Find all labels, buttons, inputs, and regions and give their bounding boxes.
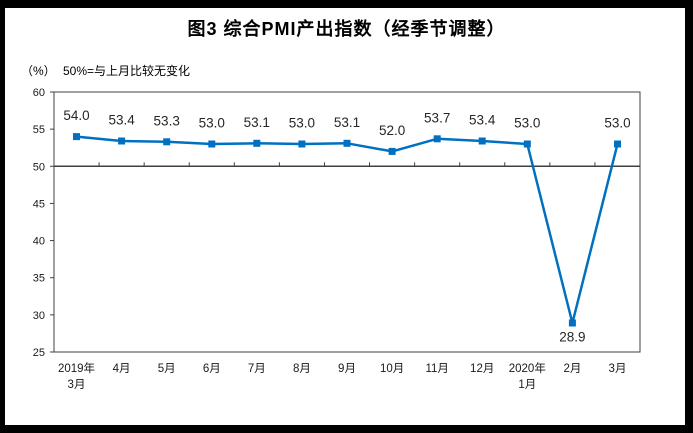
data-point-marker	[118, 137, 126, 145]
x-axis-category-label: 6月	[203, 363, 221, 375]
y-axis-tick-label: 55	[33, 124, 45, 136]
x-axis-category-label: 10月	[380, 363, 404, 375]
x-axis-category-label: 3月	[609, 363, 627, 375]
y-axis-tick-label: 35	[33, 273, 45, 285]
x-axis-category-label: 7月	[248, 363, 266, 375]
y-axis-tick-label: 45	[33, 198, 45, 210]
chart-subtitle: 50%=与上月比较无变化	[63, 64, 191, 78]
y-axis-tick-label: 50	[33, 161, 45, 173]
data-point-marker	[568, 319, 576, 327]
data-point-label: 53.1	[244, 115, 270, 130]
data-point-label: 52.0	[379, 123, 405, 138]
data-point-label: 53.4	[108, 113, 135, 128]
data-point-marker	[253, 139, 261, 147]
data-point-label: 53.7	[424, 110, 450, 125]
data-point-marker	[523, 140, 531, 148]
data-point-label: 53.1	[334, 115, 360, 130]
data-point-label: 53.0	[199, 116, 225, 131]
data-point-marker	[343, 139, 351, 147]
plot-area-border	[53, 91, 641, 353]
data-point-marker	[388, 147, 396, 155]
data-point-label: 53.0	[289, 116, 315, 131]
data-point-marker	[433, 135, 441, 143]
data-point-label: 53.3	[154, 113, 180, 128]
data-point-label: 54.0	[63, 108, 89, 123]
x-axis-category-label: 8月	[293, 363, 311, 375]
data-point-marker	[614, 140, 621, 148]
y-axis-tick-label: 40	[33, 236, 45, 248]
x-axis-category-label: 4月	[113, 363, 131, 375]
y-axis-tick-label: 30	[33, 310, 45, 322]
data-point-label: 28.9	[559, 330, 585, 345]
data-point-marker	[163, 138, 171, 146]
data-point-marker	[73, 133, 80, 141]
data-point-marker	[208, 140, 216, 148]
data-point-label: 53.4	[469, 113, 496, 128]
x-axis-category-label: 9月	[338, 363, 356, 375]
x-axis-category-label: 11月	[425, 363, 448, 375]
x-axis-category-label: 2月	[563, 363, 581, 375]
data-point-marker	[478, 137, 486, 145]
chart-title: 图3 综合PMI产出指数（经季节调整）	[187, 19, 506, 39]
y-axis-tick-label: 60	[33, 87, 45, 99]
data-point-label: 53.0	[604, 116, 630, 131]
y-axis-tick-label: 25	[33, 347, 45, 359]
data-point-marker	[298, 140, 306, 148]
x-axis-category-label: 5月	[158, 363, 176, 375]
x-axis-category-label: 12月	[470, 363, 494, 375]
pmi-series-line	[76, 135, 619, 325]
x-axis-category-label: 2019年 3月	[58, 361, 95, 391]
x-axis-category-label: 2020年 1月	[509, 361, 546, 391]
y-axis-unit-label: （%）	[21, 64, 56, 78]
data-point-label: 53.0	[514, 116, 540, 131]
